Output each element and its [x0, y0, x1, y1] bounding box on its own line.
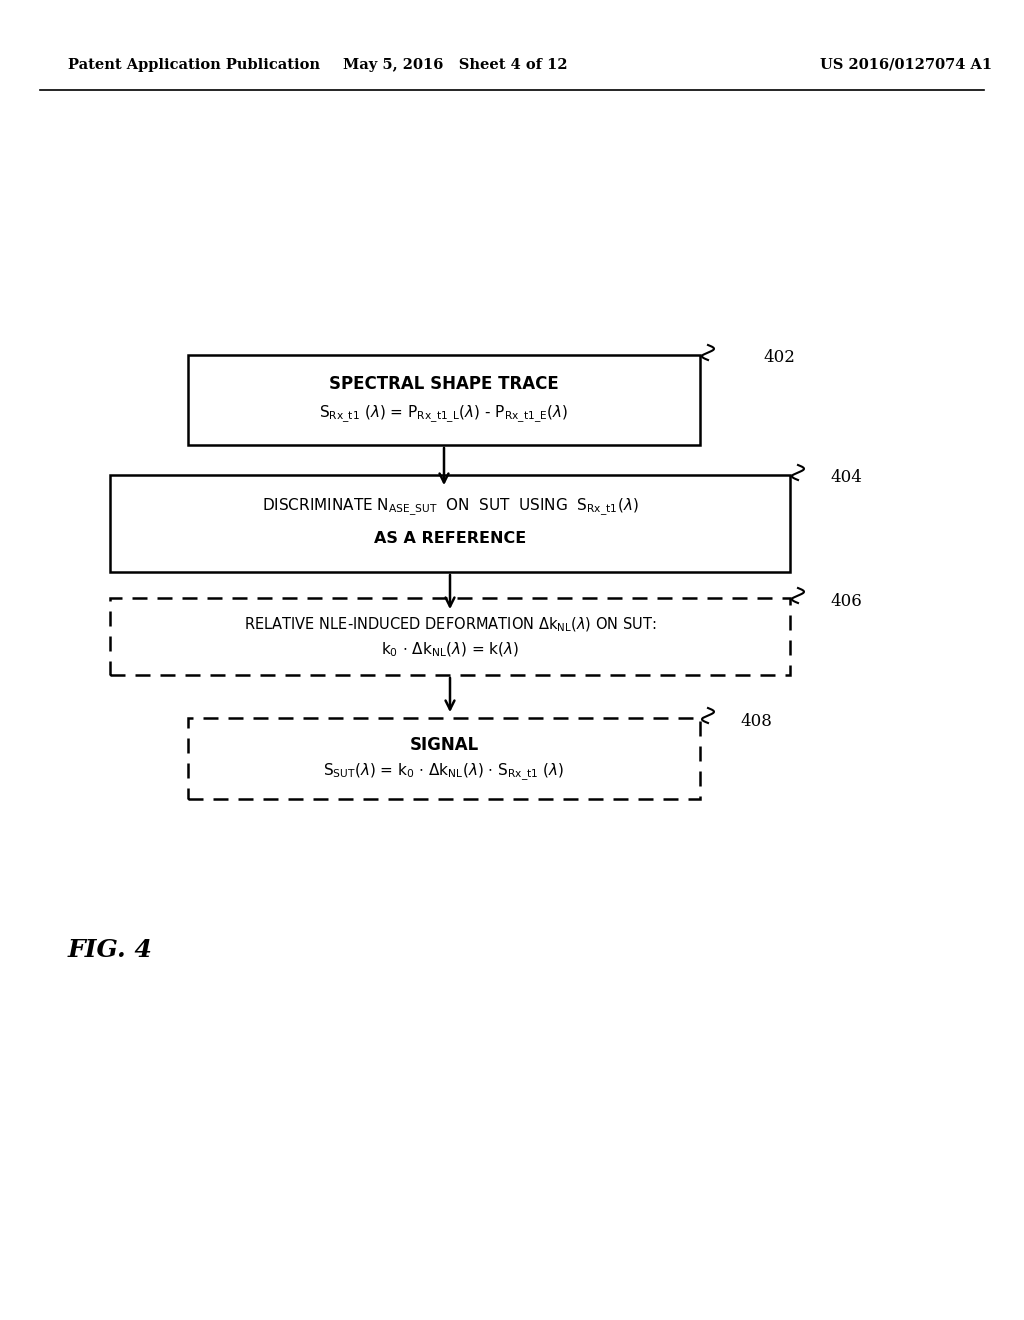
Text: 406: 406: [830, 593, 862, 610]
Text: 404: 404: [830, 470, 862, 487]
Text: SIGNAL: SIGNAL: [410, 735, 478, 754]
Text: SPECTRAL SHAPE TRACE: SPECTRAL SHAPE TRACE: [329, 375, 559, 393]
Text: k$_{\mathregular{0}}$ $\cdot$ $\Delta$k$_{\mathregular{NL}}$($\lambda$) = k($\la: k$_{\mathregular{0}}$ $\cdot$ $\Delta$k$…: [381, 640, 519, 659]
Text: Patent Application Publication: Patent Application Publication: [68, 58, 319, 73]
Text: RELATIVE NLE-INDUCED DEFORMATION $\Delta$k$_{\mathregular{NL}}$($\lambda$) ON SU: RELATIVE NLE-INDUCED DEFORMATION $\Delta…: [244, 615, 656, 634]
Text: US 2016/0127074 A1: US 2016/0127074 A1: [820, 58, 992, 73]
Bar: [188, 355, 700, 445]
Text: 402: 402: [763, 350, 795, 367]
Text: S$_{\mathregular{SUT}}$($\lambda$) = k$_{\mathregular{0}}$ $\cdot$ $\Delta$k$_{\: S$_{\mathregular{SUT}}$($\lambda$) = k$_…: [324, 762, 564, 783]
Text: FIG. 4: FIG. 4: [68, 939, 153, 962]
Text: 408: 408: [740, 713, 772, 730]
Text: AS A REFERENCE: AS A REFERENCE: [374, 531, 526, 546]
Text: S$_{\mathregular{Rx\_t1}}$ ($\lambda$) = P$_{\mathregular{Rx\_t1\_L}}$($\lambda$: S$_{\mathregular{Rx\_t1}}$ ($\lambda$) =…: [319, 404, 568, 425]
Bar: [110, 598, 790, 675]
Bar: [188, 718, 700, 799]
Text: May 5, 2016   Sheet 4 of 12: May 5, 2016 Sheet 4 of 12: [343, 58, 567, 73]
Bar: [110, 475, 790, 572]
Text: DISCRIMINATE N$_{\mathregular{ASE\_SUT}}$  ON  SUT  USING  S$_{\mathregular{Rx\_: DISCRIMINATE N$_{\mathregular{ASE\_SUT}}…: [262, 498, 638, 517]
